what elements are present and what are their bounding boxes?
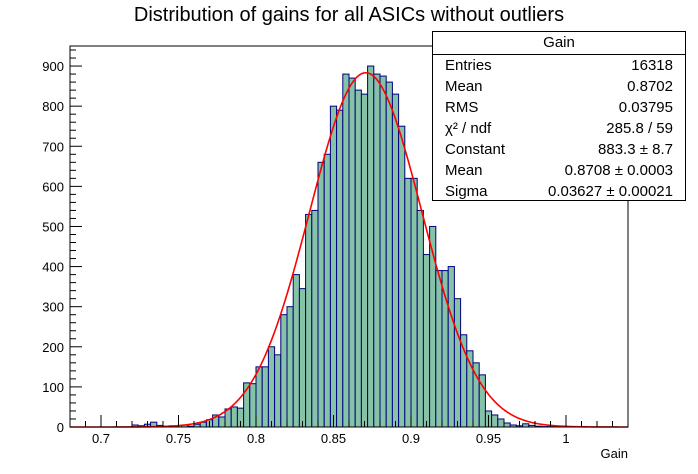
y-tick-label: 800 <box>42 99 64 114</box>
stats-row-constant: Constant 883.3 ± 8.7 <box>433 139 685 160</box>
y-tick-label: 400 <box>42 260 64 275</box>
histogram-bar <box>491 414 499 428</box>
histogram-bar <box>379 75 387 428</box>
histogram-bar <box>323 153 331 428</box>
histogram-bar <box>267 346 276 428</box>
histogram-bar <box>503 422 511 428</box>
stats-value: 883.3 ± 8.7 <box>598 141 673 158</box>
stats-value: 0.03627 ± 0.00021 <box>547 183 673 200</box>
stats-row-rms: RMS 0.03795 <box>433 97 685 118</box>
histogram-bar <box>336 109 344 428</box>
histogram-bar <box>373 73 381 428</box>
histogram-bar <box>410 177 418 428</box>
histogram-bar <box>360 93 369 428</box>
histogram-bar <box>342 73 350 428</box>
stats-row-sigma: Sigma 0.03627 ± 0.00021 <box>433 181 685 202</box>
stats-title: Gain <box>433 32 685 55</box>
histogram-bar <box>398 125 406 428</box>
stats-label: Constant <box>445 141 506 158</box>
x-tick-label: 0.75 <box>166 431 191 446</box>
histogram-bar <box>435 270 443 428</box>
histogram-bar <box>348 77 356 428</box>
histogram-bar <box>274 354 282 428</box>
stats-label: Mean <box>445 78 483 95</box>
stats-value: 16318 <box>631 57 673 74</box>
x-tick-label: 1 <box>562 431 569 446</box>
stats-label: Sigma <box>445 183 488 200</box>
histogram-bar <box>249 383 257 428</box>
y-tick-label: 500 <box>42 219 64 234</box>
histogram-bar <box>497 418 505 428</box>
stats-value: 285.8 / 59 <box>606 120 673 137</box>
x-tick-label: 0.85 <box>321 431 346 446</box>
stats-row-chi2: χ² / ndf 285.8 / 59 <box>433 118 685 139</box>
x-tick-label: 0.7 <box>92 431 110 446</box>
chart-title: Distribution of gains for all ASICs with… <box>133 4 565 26</box>
histogram-bar <box>354 89 362 428</box>
histogram-bar <box>261 366 269 428</box>
stats-label: RMS <box>445 99 479 116</box>
histogram-bar <box>453 298 462 428</box>
stats-label: Mean <box>445 162 483 179</box>
y-tick-label: 100 <box>42 380 64 395</box>
histogram-bar <box>317 161 325 428</box>
x-tick-label: 0.95 <box>476 431 501 446</box>
histogram-bar <box>367 65 375 428</box>
stats-row-fit-mean: Mean 0.8708 ± 0.0003 <box>433 160 685 181</box>
y-tick-label: 200 <box>42 340 64 355</box>
histogram-bar <box>218 416 226 428</box>
histogram-bar <box>447 266 455 428</box>
histogram-bar <box>391 93 400 428</box>
y-tick-label: 900 <box>42 59 64 74</box>
stats-row-mean: Mean 0.8702 <box>433 76 685 97</box>
x-tick-label: 0.8 <box>247 431 265 446</box>
histogram-bar <box>404 177 412 428</box>
histogram-bar <box>429 225 437 428</box>
histogram-bar <box>230 406 238 428</box>
stats-box: Gain Entries 16318 Mean 0.8702 RMS 0.037… <box>432 31 686 201</box>
x-axis-label: Gain <box>601 446 628 461</box>
histogram-bar <box>292 274 300 428</box>
histogram-bar <box>385 81 393 428</box>
histogram-bar <box>286 306 294 428</box>
histogram-bar <box>416 209 424 428</box>
histogram-bar <box>329 105 338 428</box>
stats-row-entries: Entries 16318 <box>433 55 685 76</box>
y-tick-label: 600 <box>42 179 64 194</box>
stats-label: Entries <box>445 57 492 74</box>
histogram-bar <box>422 254 431 428</box>
histogram-bar <box>255 366 263 428</box>
x-tick-label: 0.9 <box>402 431 420 446</box>
stats-value: 0.8702 <box>627 78 673 95</box>
stats-value: 0.8708 ± 0.0003 <box>564 162 673 179</box>
histogram-bar <box>280 314 288 428</box>
y-tick-label: 0 <box>57 420 64 435</box>
y-tick-label: 300 <box>42 300 64 315</box>
axes: 0.7 0.75 0.8 0.85 0.9 0.95 1 0 100 200 300 400 500 60… <box>42 49 613 446</box>
histogram-bars <box>131 65 555 428</box>
histogram-bar <box>311 209 319 428</box>
stats-label: χ² / ndf <box>445 120 492 137</box>
histogram-bar <box>298 288 307 428</box>
histogram-bar <box>305 213 313 428</box>
stats-value: 0.03795 <box>618 99 673 116</box>
y-tick-label: 700 <box>42 139 64 154</box>
